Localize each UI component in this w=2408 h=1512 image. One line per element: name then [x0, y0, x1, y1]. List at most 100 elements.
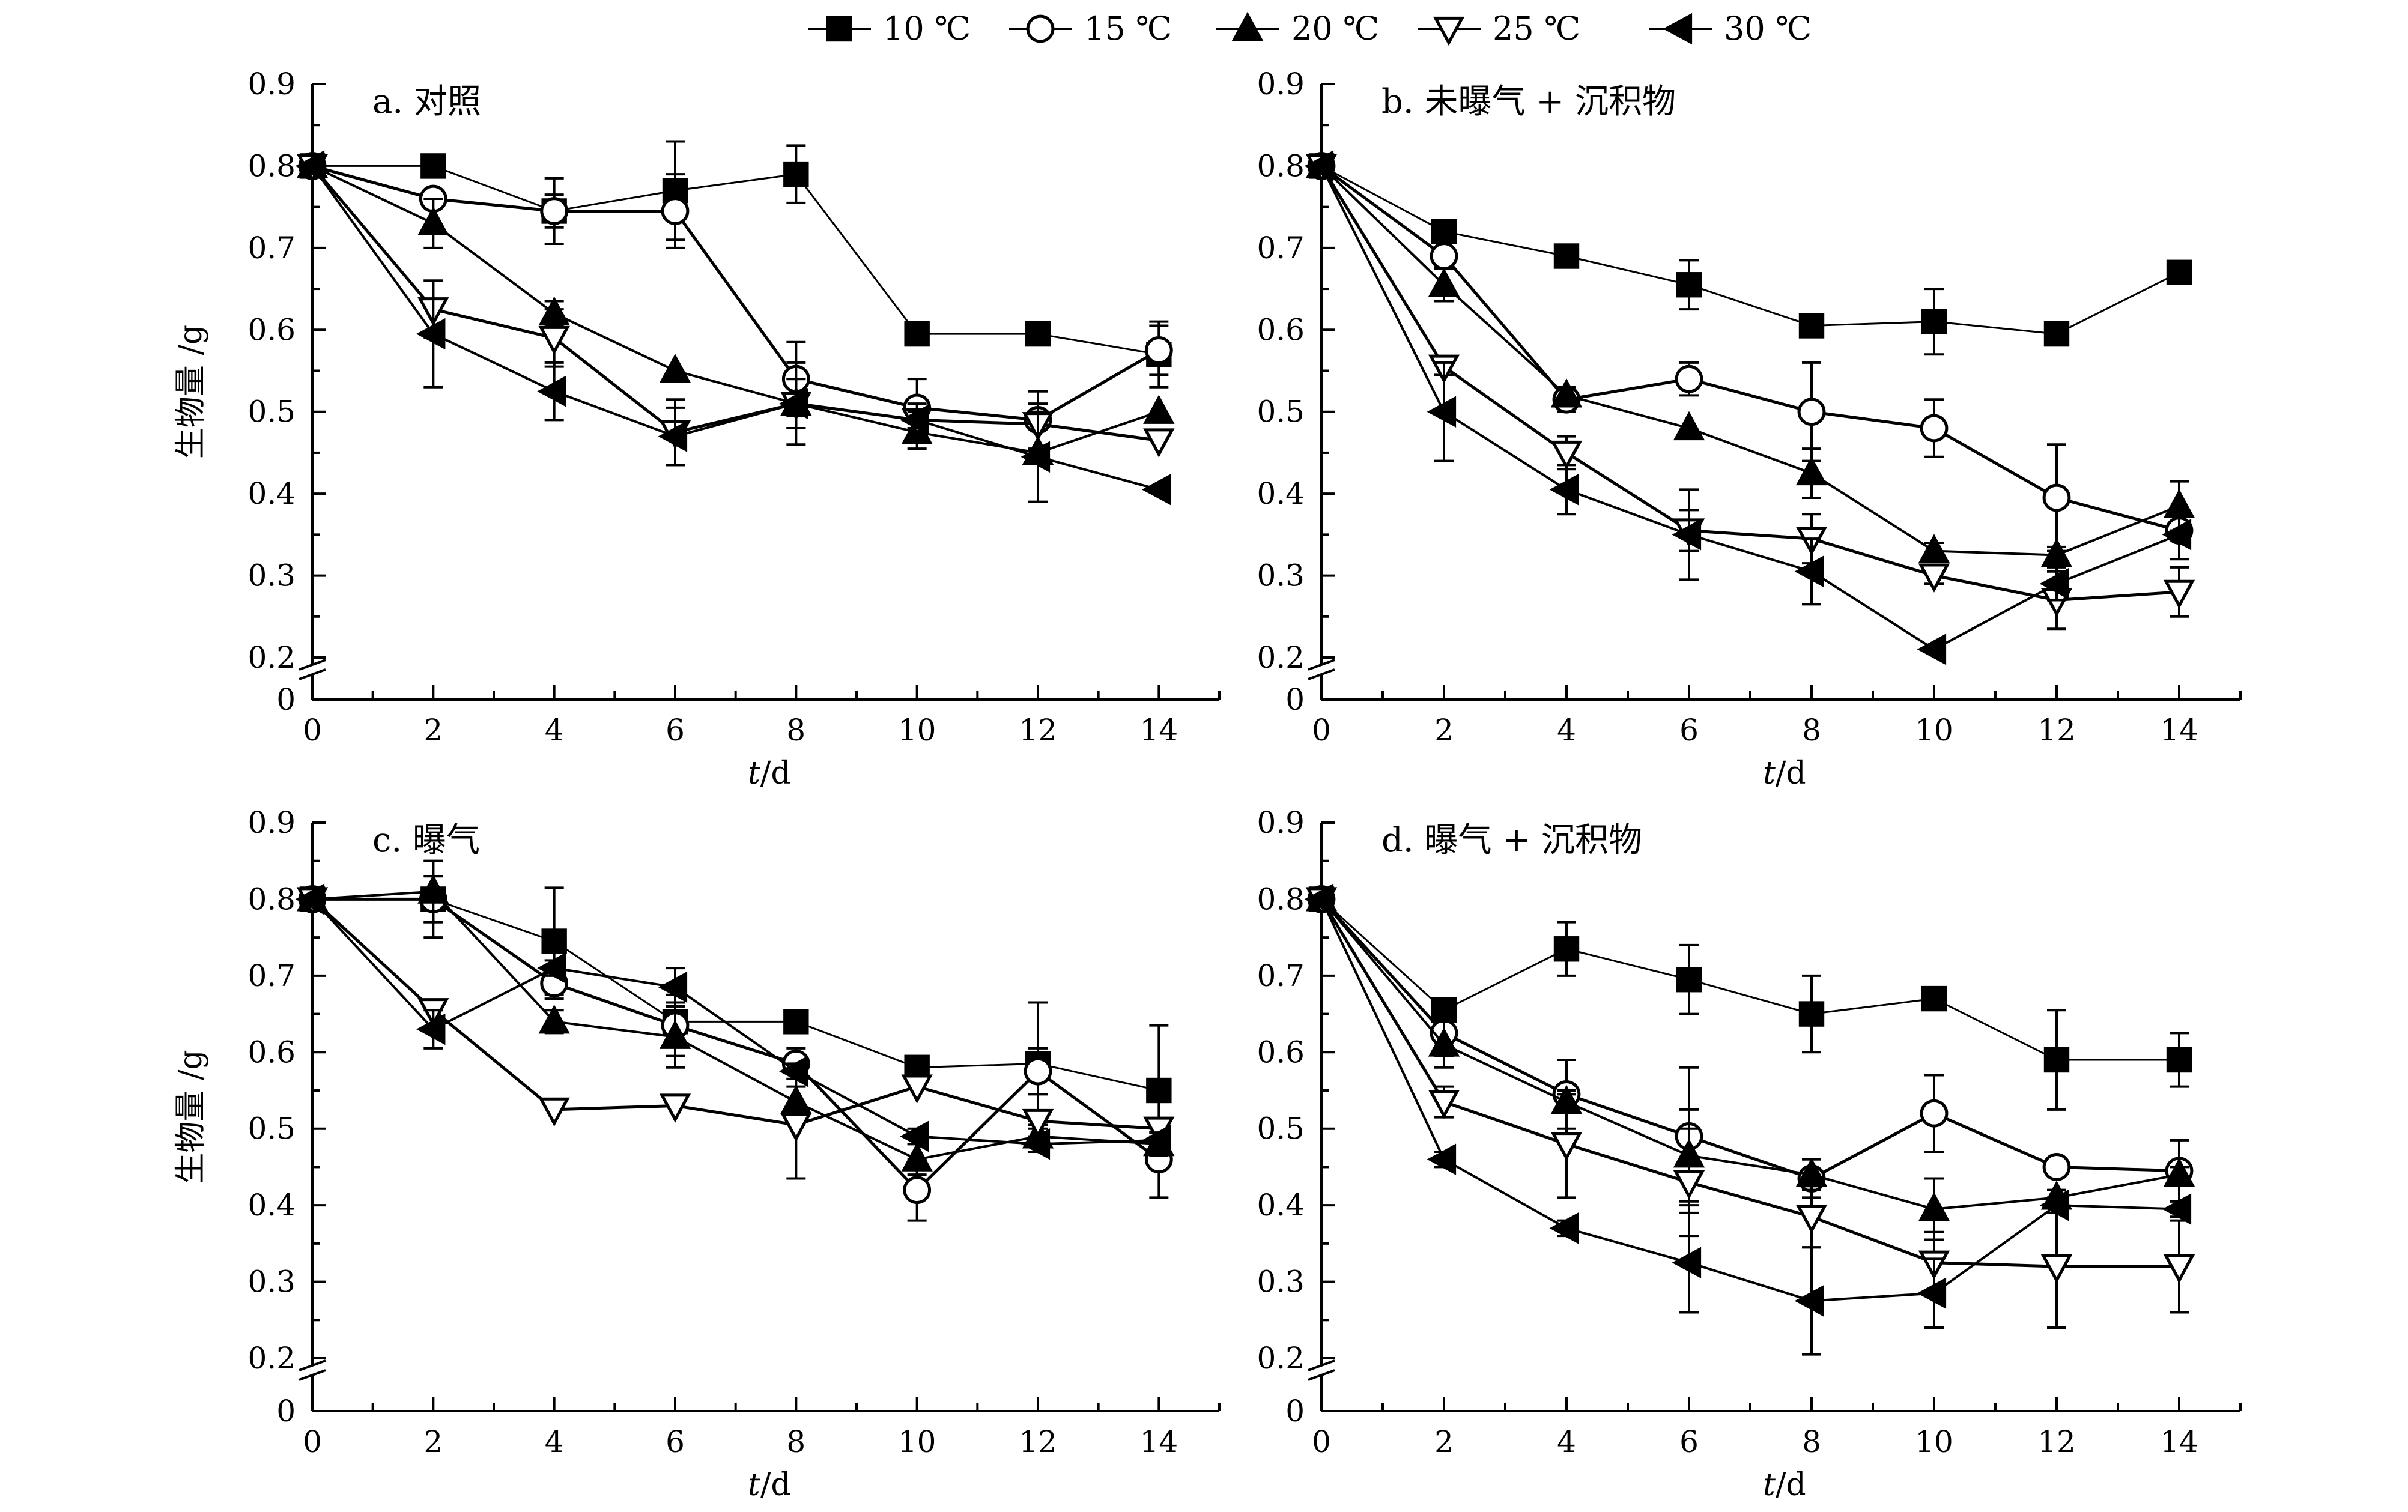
- data-point: [2163, 1254, 2195, 1284]
- x-tick-label: 10: [898, 713, 936, 748]
- data-point: [1920, 1099, 1949, 1128]
- legend-item: 30 ℃: [1649, 10, 1812, 47]
- y-tick-label: 0.3: [1257, 558, 1305, 593]
- series-triangle-down: [296, 887, 1175, 1180]
- y-tick-label: 0.6: [1257, 312, 1305, 347]
- series-line: [312, 165, 1159, 355]
- axis-break-mark: [1308, 1359, 1335, 1371]
- data-point: [1550, 378, 1583, 408]
- series-line: [311, 165, 1159, 442]
- y-tick-label: 0.4: [247, 1188, 296, 1223]
- x-tick-label: 12: [1019, 1424, 1057, 1459]
- series-line: [312, 898, 1159, 1092]
- y-tick-label: 0.2: [1257, 640, 1305, 675]
- legend-item: 15 ℃: [1009, 10, 1172, 47]
- data-point: [417, 206, 449, 236]
- data-point: [2043, 321, 2070, 347]
- data-point: [1921, 309, 1947, 334]
- y-tick-label: 0.5: [247, 1111, 296, 1146]
- data-point: [1549, 474, 1579, 506]
- axis-break-mark: [1308, 659, 1335, 671]
- x-axis-title-unit: /d: [760, 1467, 791, 1503]
- data-point: [1921, 985, 1947, 1012]
- data-point: [1427, 396, 1457, 428]
- data-point: [1795, 456, 1828, 486]
- y-tick-label: 0.8: [247, 881, 296, 916]
- data-point: [659, 1093, 691, 1123]
- data-point: [538, 1097, 570, 1127]
- y-tick-label: 0.7: [247, 231, 296, 265]
- y-tick-label: 0.8: [1257, 148, 1305, 183]
- y-tick-label: 0.7: [1257, 958, 1305, 993]
- data-point: [420, 153, 446, 179]
- y-axis-title: 生物量 /g: [173, 325, 209, 459]
- data-point: [1428, 1090, 1460, 1119]
- y-tick-label: 0.5: [1257, 395, 1305, 429]
- data-point: [1024, 1057, 1052, 1086]
- x-tick-label: 4: [1557, 713, 1576, 748]
- y-tick-label: 0: [276, 1394, 296, 1429]
- series-triangle-left: [1304, 883, 2192, 1356]
- x-axis-title-unit: /d: [1776, 755, 1806, 791]
- y-tick-label: 0: [1285, 682, 1305, 717]
- data-point: [1428, 267, 1460, 297]
- data-point: [658, 420, 688, 452]
- data-point: [1675, 364, 1703, 393]
- x-tick-label: 2: [1434, 713, 1454, 748]
- y-tick-label: 0.6: [247, 1035, 296, 1069]
- series-line: [1320, 898, 2180, 1181]
- data-point: [783, 1009, 809, 1035]
- x-tick-label: 0: [303, 1424, 322, 1459]
- data-point: [537, 375, 566, 407]
- legend-label: 15 ℃: [1084, 10, 1172, 47]
- legend-marker-triangle-down: [1433, 16, 1465, 46]
- data-point: [1143, 428, 1175, 458]
- y-tick-label: 0.2: [1257, 1341, 1305, 1376]
- data-point: [2040, 1254, 2073, 1284]
- data-point: [1021, 1128, 1051, 1160]
- legend-item: 20 ℃: [1216, 10, 1379, 47]
- series-line: [1320, 898, 2179, 1061]
- x-tick-label: 2: [423, 1424, 443, 1459]
- data-point: [1676, 967, 1702, 993]
- panel-title: a. 对照: [372, 82, 481, 121]
- data-point: [1553, 936, 1580, 962]
- x-tick-label: 8: [786, 1424, 805, 1459]
- x-tick-label: 8: [1802, 1424, 1821, 1459]
- series-line: [1320, 165, 2180, 557]
- y-tick-label: 0: [1285, 1394, 1305, 1429]
- data-point: [1672, 1247, 1702, 1278]
- data-point: [1144, 336, 1173, 364]
- y-axis-title: 生物量 /g: [173, 1050, 209, 1184]
- axis-break-mark: [299, 1359, 326, 1371]
- data-point: [903, 1176, 932, 1205]
- x-tick-label: 14: [1140, 1424, 1178, 1459]
- x-tick-label: 14: [2160, 713, 2198, 748]
- x-axis-title-var: t: [748, 1467, 760, 1503]
- data-point: [658, 971, 688, 1003]
- series-square: [299, 140, 1172, 389]
- data-point: [1798, 1001, 1825, 1027]
- data-point: [2163, 1157, 2195, 1187]
- y-tick-label: 0.9: [247, 67, 296, 101]
- legend-label: 20 ℃: [1291, 10, 1379, 47]
- x-axis-title: t/d: [748, 755, 791, 791]
- x-tick-label: 4: [545, 1424, 564, 1459]
- data-point: [540, 197, 569, 225]
- legend: 10 ℃ 15 ℃ 20 ℃ 25 ℃ 30 ℃: [808, 10, 1812, 47]
- legend-marker-triangle-up: [1231, 11, 1264, 41]
- panel-a: 0 0.2 0.3 0.4 0.5 0.6 0.7 0.8 0.9 0 2 4 6 8 10 12 14 t/d 生…: [173, 67, 1221, 791]
- data-point: [1920, 414, 1949, 443]
- data-point: [2162, 1193, 2192, 1225]
- data-point: [1428, 1027, 1460, 1057]
- data-point: [1918, 563, 1950, 593]
- data-point: [659, 354, 691, 383]
- legend-item: 25 ℃: [1418, 10, 1580, 47]
- x-tick-label: 2: [1434, 1424, 1454, 1459]
- legend-label: 30 ℃: [1724, 10, 1812, 47]
- y-tick-label: 0.2: [247, 640, 296, 675]
- x-axis-title: t/d: [1763, 1467, 1806, 1503]
- data-point: [900, 404, 929, 436]
- series-triangle-down: [1305, 154, 2195, 631]
